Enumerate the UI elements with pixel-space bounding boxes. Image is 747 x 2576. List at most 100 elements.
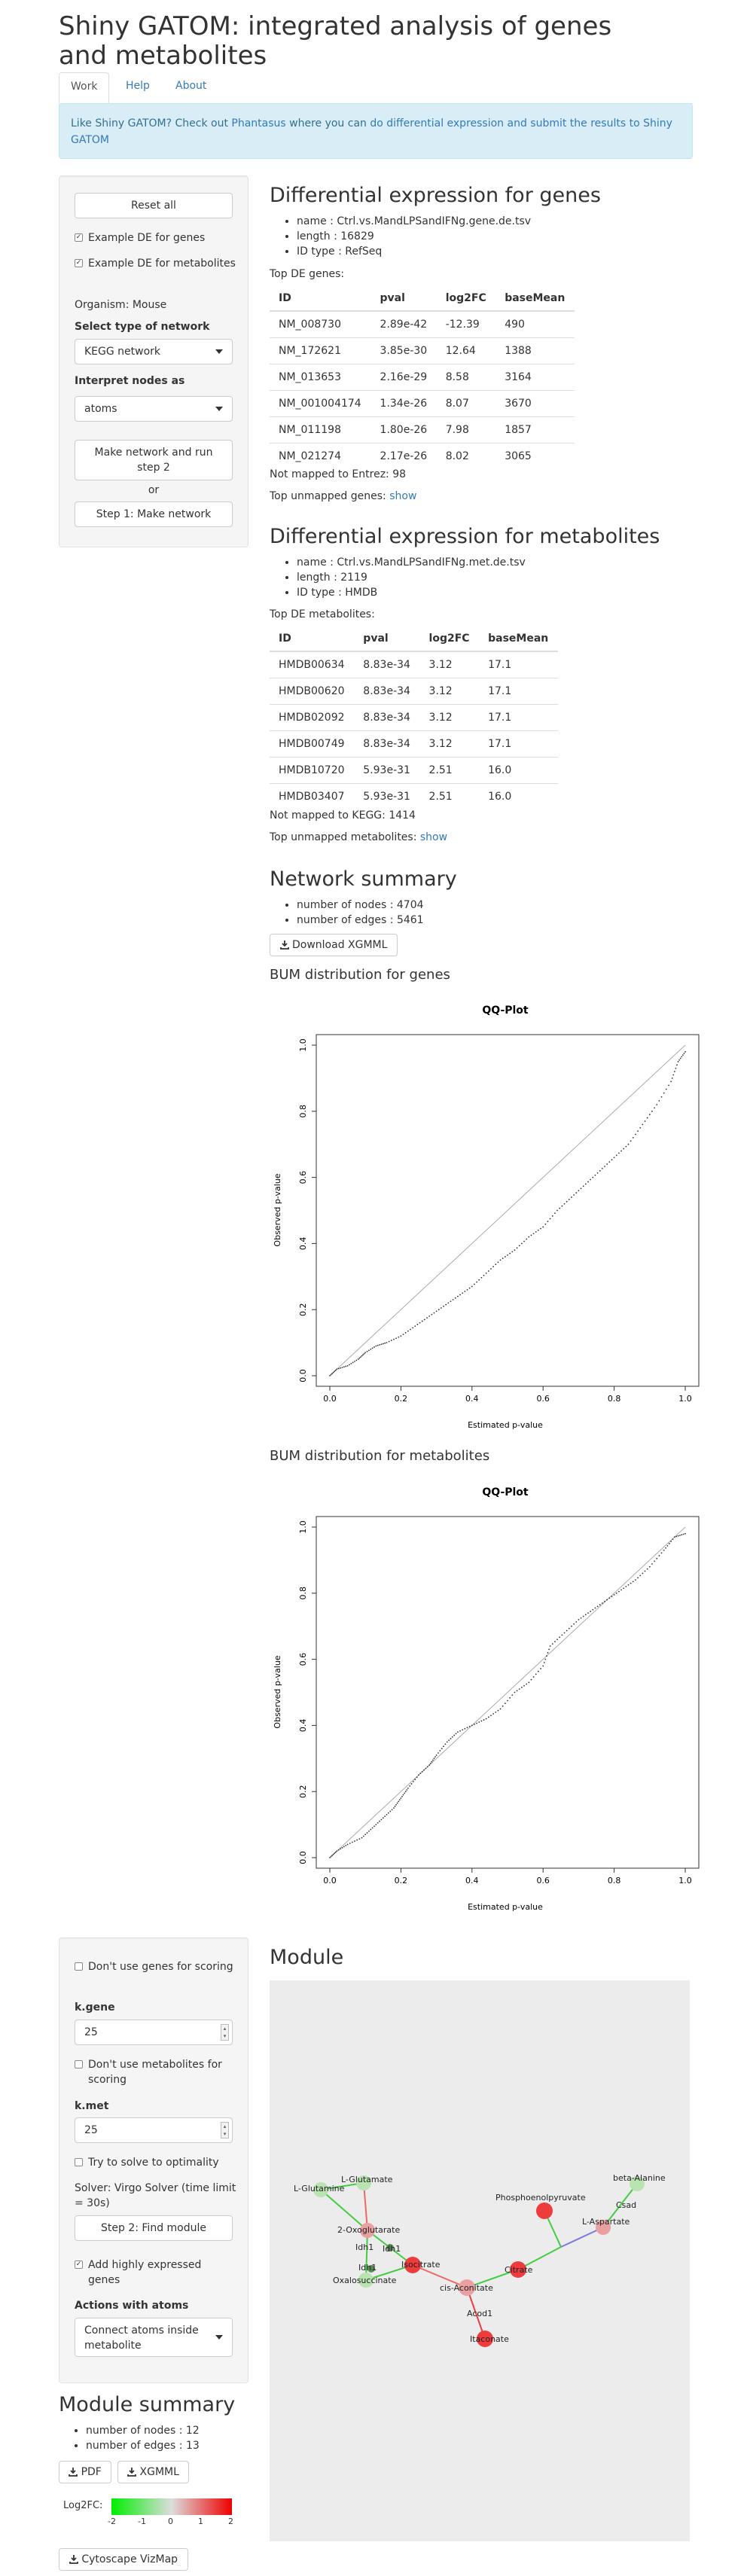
network-node[interactable]	[360, 2223, 375, 2238]
reset-all-button[interactable]: Reset all	[75, 193, 233, 218]
qq-point	[483, 1274, 485, 1276]
optimality-checkbox[interactable]: Try to solve to optimality	[75, 2155, 236, 2170]
example-mets-checkbox[interactable]: ✓ Example DE for metabolites	[75, 256, 236, 271]
qq-point	[684, 1050, 686, 1053]
qq-point	[526, 1238, 528, 1240]
add-expressed-checkbox[interactable]: ✓ Add highly expressed genes	[75, 2257, 236, 2288]
download-module-xgmml-button[interactable]: XGMML	[117, 2461, 189, 2483]
or-label: or	[148, 484, 160, 496]
caret-down-icon	[215, 407, 223, 411]
network-node[interactable]	[510, 2261, 526, 2278]
table-cell: NM_001004174	[270, 390, 371, 417]
qq-point	[382, 1817, 384, 1819]
y-axis-label: Observed p-value	[273, 1655, 282, 1728]
phantasus-de-link[interactable]: do differential expression and submit th…	[71, 117, 672, 146]
actions-select[interactable]: Connect atoms inside metabolite	[75, 2318, 233, 2357]
table-row: HMDB02092 8.83e-34 3.12 17.1	[270, 704, 558, 731]
qq-point	[677, 1535, 679, 1537]
qq-point	[563, 1632, 566, 1634]
qq-point	[518, 1245, 520, 1247]
qq-point	[371, 1827, 374, 1829]
example-genes-label: Example DE for genes	[88, 232, 206, 244]
qq-point	[334, 1369, 337, 1371]
qq-point	[332, 1853, 334, 1855]
tab-work[interactable]: Work	[59, 72, 110, 105]
qq-point	[446, 1741, 448, 1743]
qq-point	[421, 1320, 423, 1322]
qq-point	[514, 1249, 516, 1251]
qq-point	[568, 1627, 570, 1629]
table-cell: NM_008730	[270, 310, 371, 338]
find-module-button[interactable]: Step 2: Find module	[75, 2215, 233, 2241]
qq-point	[450, 1300, 452, 1303]
example-genes-checkbox[interactable]: ✓ Example DE for genes	[75, 230, 236, 245]
show-unmapped-mets-link[interactable]: show	[419, 831, 448, 843]
table-header-row: ID pval log2FC baseMean	[270, 286, 575, 312]
qq-point	[345, 1845, 347, 1846]
network-node[interactable]	[459, 2279, 475, 2296]
network-node[interactable]	[313, 2182, 328, 2197]
y-tick-label: 0.6	[298, 1653, 308, 1666]
network-node[interactable]	[358, 2273, 374, 2288]
kmet-label: k.met	[75, 2100, 109, 2112]
qq-point	[341, 1367, 343, 1368]
network-node[interactable]	[477, 2331, 493, 2347]
download-xgmml-button[interactable]: Download XGMML	[270, 934, 398, 956]
app-title: Shiny GATOM: integrated analysis of gene…	[59, 11, 612, 72]
interpret-select[interactable]: atoms	[75, 396, 233, 422]
table-row: NM_021274 2.17e-26 8.02 3065	[270, 443, 575, 469]
network-node-label: Oxalosuccinate	[333, 2276, 397, 2285]
qq-point	[416, 1776, 418, 1779]
network-node[interactable]	[596, 2220, 611, 2235]
phantasus-link[interactable]: Phantasus	[231, 117, 286, 130]
mets-info-name: name : Ctrl.vs.MandLPSandIFNg.met.de.tsv	[297, 555, 526, 570]
qq-point	[478, 1721, 480, 1723]
module-summary-list: number of nodes : 12 number of edges : 1…	[59, 2423, 200, 2453]
qq-point	[592, 1176, 594, 1178]
qq-point	[530, 1678, 532, 1681]
table-cell: 12.64	[436, 337, 496, 364]
qq-point	[462, 1292, 464, 1294]
network-type-select[interactable]: KEGG network	[75, 339, 233, 364]
column-header: log2FC	[419, 626, 480, 652]
log2fc-legend-label: Log2FC:	[63, 2500, 103, 2511]
qq-point	[363, 1352, 365, 1355]
kmet-input[interactable]: 25 ▴ ▾	[75, 2117, 233, 2143]
dont-use-mets-checkbox[interactable]: Don't use metabolites for scoring	[75, 2057, 236, 2087]
make-network-run-button[interactable]: Make network and run step 2	[75, 440, 233, 480]
make-network-button[interactable]: Step 1: Make network	[75, 501, 233, 527]
qq-point	[361, 1355, 363, 1357]
tab-about[interactable]: About	[175, 80, 207, 92]
x-tick-label: 0.8	[608, 1876, 621, 1886]
qq-point	[452, 1299, 454, 1300]
cytoscape-vizmap-button[interactable]: Cytoscape VizMap	[59, 2548, 188, 2571]
qq-point	[492, 1266, 495, 1268]
qq-point	[471, 1285, 473, 1288]
qq-point	[623, 1587, 625, 1590]
network-node[interactable]	[404, 2257, 421, 2273]
network-node[interactable]	[367, 2265, 375, 2273]
show-unmapped-genes-link[interactable]: show	[389, 490, 417, 502]
stepper-icon[interactable]: ▴ ▾	[221, 2024, 229, 2041]
genes-info-length: length : 16829	[297, 229, 531, 244]
dont-use-genes-checkbox[interactable]: Don't use genes for scoring	[75, 1959, 236, 1974]
stepper-icon[interactable]: ▴ ▾	[221, 2122, 229, 2139]
module-network[interactable]: Idh1 Acod1 Csad L-Glutamate L-Glutamine …	[270, 1980, 690, 2541]
legend-tick: 2	[228, 2517, 233, 2526]
checkbox-icon	[75, 2158, 83, 2166]
table-cell: 16.0	[479, 757, 558, 784]
qq-point	[431, 1313, 433, 1315]
qq-point	[523, 1240, 525, 1242]
table-cell: NM_013653	[270, 364, 371, 391]
qq-point	[571, 1625, 572, 1627]
tab-help[interactable]: Help	[126, 80, 150, 92]
qq-point	[608, 1161, 611, 1163]
qq-point	[648, 1114, 651, 1116]
qq-point	[343, 1366, 345, 1368]
download-pdf-button[interactable]: PDF	[59, 2461, 111, 2483]
network-node[interactable]	[356, 2175, 371, 2190]
network-node[interactable]	[536, 2203, 553, 2219]
network-node[interactable]	[386, 2244, 394, 2251]
kgene-input[interactable]: 25 ▴ ▾	[75, 2020, 233, 2045]
network-node[interactable]	[630, 2176, 645, 2191]
